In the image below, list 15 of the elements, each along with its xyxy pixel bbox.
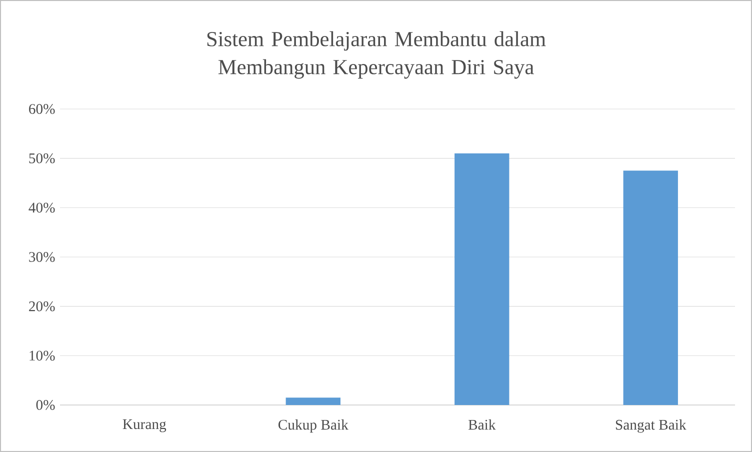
- y-tick-label: 60%: [29, 104, 55, 114]
- x-tick-label: Sangat Baik: [616, 419, 686, 433]
- bar: [286, 398, 340, 405]
- bar: [454, 153, 510, 405]
- y-tick-label: 10%: [30, 350, 55, 361]
- y-tick-label: 50%: [29, 153, 55, 164]
- y-tick-label: 30%: [29, 252, 55, 262]
- y-tick-label: 40%: [28, 202, 55, 213]
- y-tick-label: 20%: [29, 301, 55, 312]
- y-tick-label: 0%: [36, 400, 55, 410]
- x-tick-label: Baik: [468, 419, 496, 430]
- x-tick-label: Cukup Baik: [278, 419, 348, 433]
- x-tick-label: Kurang: [122, 419, 166, 432]
- bar: [623, 170, 678, 405]
- chart-title: Sistem Pembelajaran Membantu dalam Membangun Kepercayaan Diri Saya: [207, 31, 546, 79]
